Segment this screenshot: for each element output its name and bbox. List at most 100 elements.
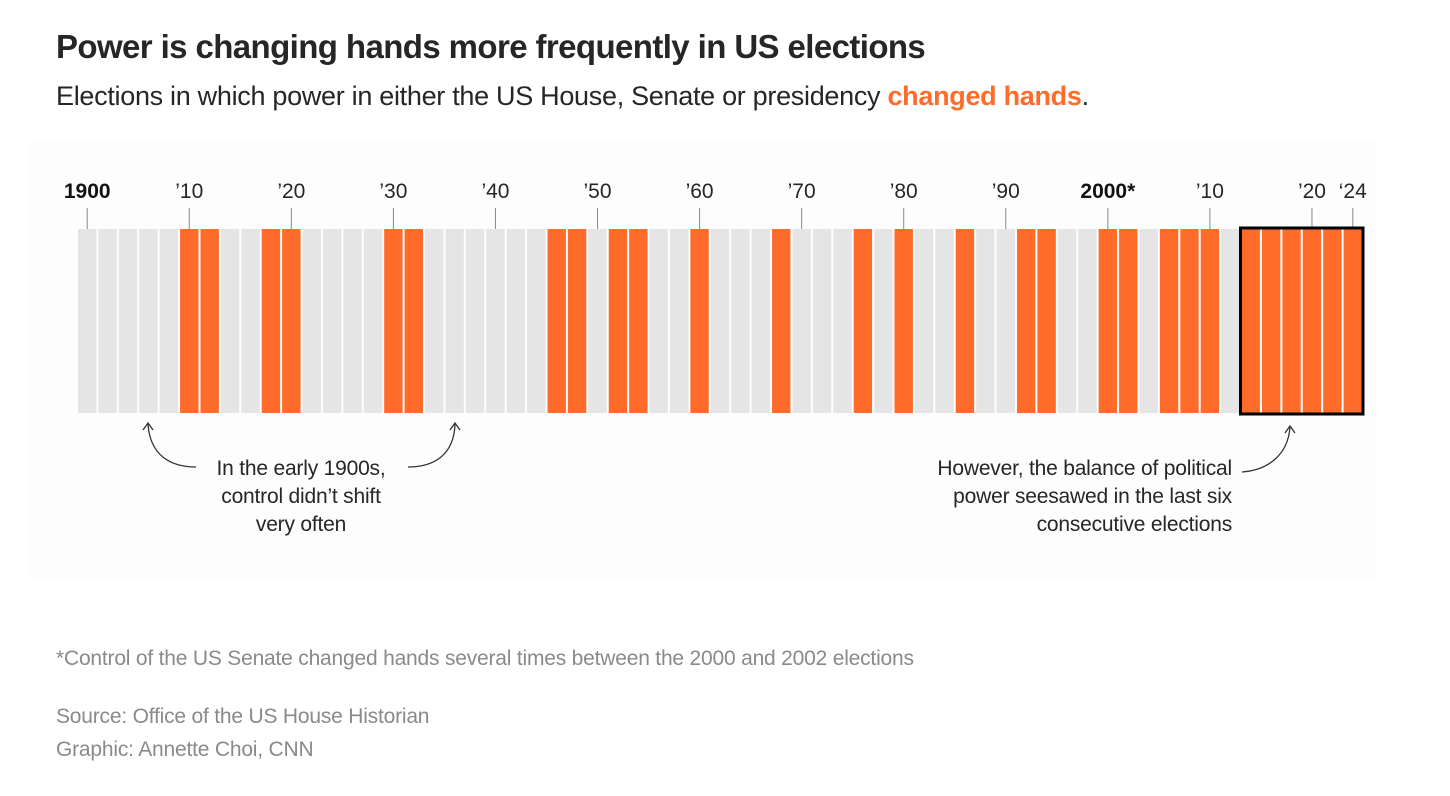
arrow-head-left-2	[449, 421, 461, 431]
annotation-right-line: However, the balance of political	[937, 457, 1232, 480]
annotation-arrow-left-1	[147, 423, 197, 468]
bar-changed-1918	[261, 229, 281, 413]
bar-unchanged-1942	[506, 229, 526, 413]
bar-changed-2018	[1282, 229, 1301, 413]
bar-changed-1912	[200, 229, 219, 413]
annotation-arrows	[142, 421, 1296, 473]
bar-unchanged-1998	[1078, 229, 1097, 413]
tick-label-1960: ’60	[686, 180, 714, 203]
bar-unchanged-1916	[241, 229, 260, 413]
annotation-arrow-right	[1241, 426, 1291, 473]
source-note: Source: Office of the US House Historian	[56, 705, 430, 728]
bar-changed-2002	[1119, 229, 1138, 413]
tick-label-1980: ’80	[890, 180, 918, 203]
tick-label-1970: ’70	[788, 180, 816, 203]
bar-changed-1930	[384, 229, 403, 413]
bar-unchanged-1950	[588, 229, 607, 413]
bar-unchanged-1988	[976, 229, 995, 413]
tick-label-1940: ’40	[481, 180, 509, 203]
bar-changed-1954	[629, 229, 648, 413]
bar-unchanged-1902	[98, 229, 117, 413]
bar-unchanged-2004	[1139, 229, 1158, 413]
arrow-head-left-1	[142, 421, 154, 431]
bar-unchanged-1928	[363, 229, 383, 413]
bar-unchanged-1970	[792, 229, 811, 413]
bar-unchanged-1982	[914, 229, 934, 413]
subtitle-period: .	[1081, 81, 1090, 111]
bar-changed-1932	[404, 229, 424, 413]
bar-unchanged-1996	[1057, 229, 1077, 413]
tick-label-2020: ’20	[1298, 180, 1326, 203]
bar-unchanged-1922	[302, 229, 321, 413]
bar-unchanged-1938	[465, 229, 485, 413]
subtitle-highlight-legend: changed hands	[887, 81, 1082, 111]
bar-changed-1910	[180, 229, 199, 413]
bar-changed-1920	[282, 229, 301, 413]
bar-unchanged-1964	[731, 229, 750, 413]
annotation-early-1900s: In the early 1900s, control didn’t shift…	[190, 455, 412, 539]
tick-label-1930: ’30	[379, 180, 407, 203]
bar-unchanged-1924	[322, 229, 342, 413]
bar-changed-2006	[1159, 229, 1179, 413]
bar-unchanged-1934	[425, 229, 444, 413]
bar-changed-1952	[608, 229, 628, 413]
tick-label-1900: 1900	[64, 180, 111, 203]
annotation-arrow-left-2	[407, 423, 456, 468]
bar-unchanged-1936	[445, 229, 464, 413]
x-axis-ticks: 1900 ’10 ’20 ’30 ’40 ’50 ’60 ’70 ’80 ’90 2000* ’10 ’…	[64, 180, 1367, 229]
tick-label-1950: ’50	[584, 180, 612, 203]
bar-unchanged-1944	[527, 229, 546, 413]
bar-changed-1980	[894, 229, 913, 413]
bar-unchanged-1962	[710, 229, 730, 413]
bar-unchanged-1914	[220, 229, 240, 413]
bar-changed-2010	[1200, 229, 1220, 413]
bar-changed-1976	[853, 229, 873, 413]
bar-unchanged-1978	[874, 229, 893, 413]
tick-label-2000: 2000*	[1080, 180, 1136, 203]
tick-label-1920: ’20	[277, 180, 305, 203]
bar-changed-1968	[772, 229, 791, 413]
bar-unchanged-1966	[751, 229, 771, 413]
annotation-last-six: However, the balance of political power …	[860, 455, 1232, 539]
annotation-right-line: consecutive elections	[1036, 513, 1233, 536]
bar-changed-2008	[1180, 229, 1199, 413]
bar-changed-1948	[567, 229, 587, 413]
highlight-box-group	[1239, 226, 1365, 416]
bar-unchanged-1906	[139, 229, 158, 413]
bar-unchanged-1974	[833, 229, 852, 413]
tick-label-2024: ‘24	[1339, 180, 1367, 203]
subtitle-text: Elections in which power in either the U…	[56, 81, 888, 111]
annotation-left-line: control didn’t shift	[221, 485, 381, 508]
bar-unchanged-1908	[159, 229, 179, 413]
chart-subtitle: Elections in which power in either the U…	[56, 81, 1089, 112]
tick-label-2010: ’10	[1196, 180, 1224, 203]
bar-unchanged-1940	[486, 229, 505, 413]
bar-changed-1986	[955, 229, 975, 413]
bar-changed-1946	[547, 229, 566, 413]
annotation-left-line: very often	[255, 513, 347, 536]
bar-changed-1960	[690, 229, 709, 413]
bar-unchanged-1972	[812, 229, 832, 413]
bar-changed-1992	[1016, 229, 1036, 413]
graphic-credit: Graphic: Annette Choi, CNN	[56, 738, 314, 761]
bar-unchanged-2012	[1221, 229, 1240, 413]
chart-title: Power is changing hands more frequently …	[56, 28, 926, 65]
bar-unchanged-1956	[649, 229, 668, 413]
tick-label-1910: ’10	[175, 180, 203, 203]
annotation-right-line: power seesawed in the last six	[953, 485, 1232, 508]
bar-changed-2024	[1343, 229, 1362, 413]
annotation-left-line: In the early 1900s,	[216, 457, 386, 480]
bar-changed-2016	[1261, 229, 1281, 413]
bar-unchanged-1900	[78, 229, 97, 413]
bar-unchanged-1958	[669, 229, 689, 413]
bar-changed-2020	[1302, 229, 1322, 413]
tick-label-1990: ’90	[992, 180, 1020, 203]
bar-unchanged-1984	[935, 229, 954, 413]
bar-changed-1994	[1037, 229, 1056, 413]
bar-changed-2000	[1098, 229, 1118, 413]
highlight-box-last-six	[1239, 226, 1365, 416]
bar-changed-2014	[1241, 229, 1260, 413]
arrow-head-right	[1284, 424, 1296, 434]
footnote: *Control of the US Senate changed hands …	[56, 647, 914, 670]
